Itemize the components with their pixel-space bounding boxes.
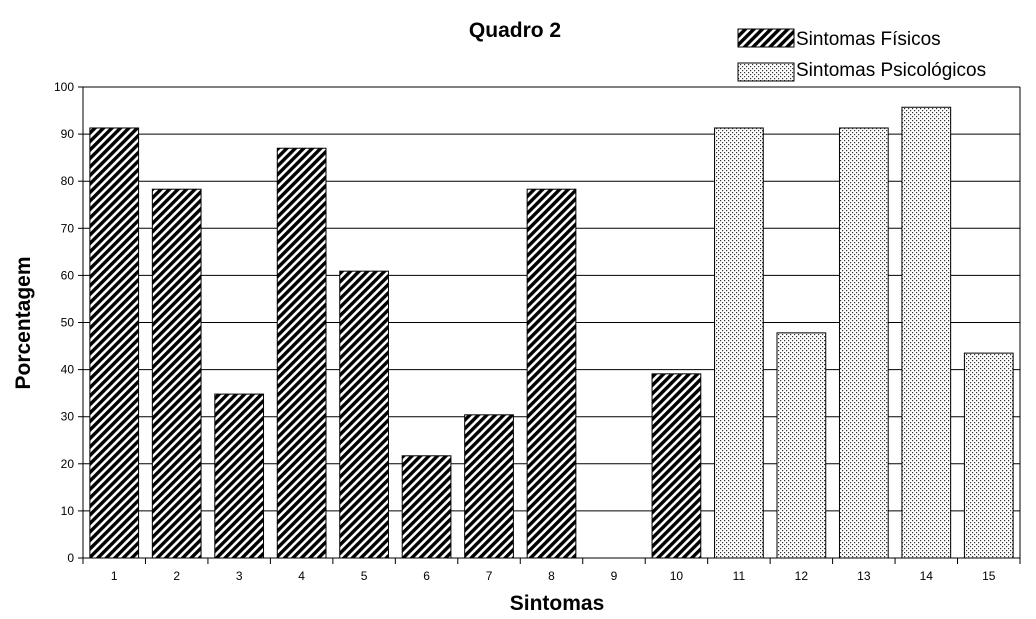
legend-label-physical: Sintomas Físicos: [796, 29, 941, 50]
y-tick-label: 80: [61, 174, 75, 188]
y-axis-title: Porcentagem: [12, 256, 35, 389]
x-tick-label: 11: [733, 569, 746, 583]
x-tick-label: 3: [236, 569, 243, 583]
y-tick-label: 0: [67, 551, 74, 565]
y-tick-label: 70: [61, 221, 75, 235]
bar-15: [963, 352, 1014, 559]
y-tick-label: 60: [61, 268, 75, 282]
bar-12: [776, 332, 827, 559]
bar-13: [838, 127, 889, 559]
bar-4: [276, 147, 327, 559]
bar-10: [651, 373, 702, 559]
x-tick-labels: 1 2 3 4 5 6 7 8 9 10 11 12 13 14 15: [111, 569, 996, 583]
bar-8: [526, 188, 577, 559]
x-tick-label: 15: [982, 569, 996, 583]
bar-11: [714, 127, 764, 559]
x-tick-label: 4: [298, 569, 305, 583]
x-tick-label: 10: [670, 569, 684, 583]
bar-6: [401, 455, 452, 559]
x-tick-label: 13: [857, 569, 871, 583]
x-tick-label: 8: [548, 569, 555, 583]
x-tick-label: 7: [486, 569, 493, 583]
y-tick-label: 30: [61, 410, 75, 424]
y-tick-label: 90: [61, 127, 75, 141]
y-tick-label: 100: [54, 80, 74, 94]
x-axis-title: Sintomas: [510, 592, 605, 615]
x-tick-label: 2: [173, 569, 180, 583]
legend-swatch-psychological: [737, 62, 795, 82]
legend-label-psychological: Sintomas Psicológicos: [796, 60, 986, 81]
y-tick-labels: 0 10 20 30 40 50 60 70 80 90 100: [54, 80, 74, 565]
y-tick-label: 10: [61, 504, 75, 518]
x-tick-label: 12: [795, 569, 809, 583]
y-tick-label: 40: [61, 363, 75, 377]
y-tick-label: 20: [61, 457, 75, 471]
x-tick-label: 9: [611, 569, 618, 583]
chart-title: Quadro 2: [469, 19, 561, 42]
x-tick-label: 1: [111, 569, 118, 583]
bar-14: [901, 106, 952, 559]
legend: Sintomas Físicos Sintomas Psicológicos: [737, 28, 986, 82]
x-tick-label: 5: [361, 569, 368, 583]
axes: [82, 87, 1021, 564]
legend-swatch-physical: [737, 28, 795, 48]
x-tick-label: 6: [423, 569, 430, 583]
bar-7: [464, 414, 514, 559]
bar-2: [151, 188, 202, 559]
bar-3: [214, 393, 265, 559]
bar-5: [339, 270, 389, 559]
bars: [89, 106, 1014, 559]
y-tick-label: 50: [61, 316, 75, 330]
x-tick-label: 14: [920, 569, 934, 583]
bar-1: [89, 127, 140, 559]
